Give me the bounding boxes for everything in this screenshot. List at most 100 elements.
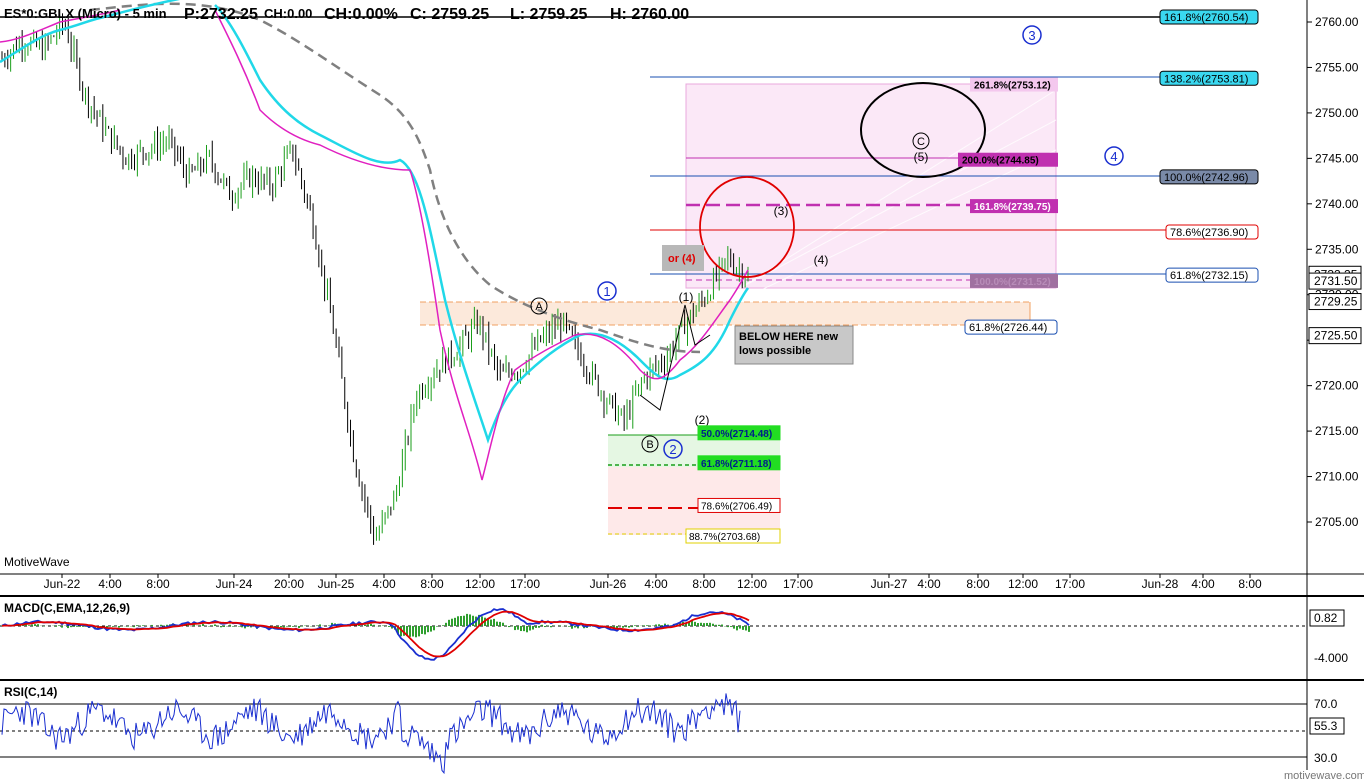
time-tick-label: 12:00 <box>1008 577 1038 591</box>
svg-text:1: 1 <box>603 284 610 299</box>
fib-retracement-label: 50.0%(2714.48) <box>701 429 772 440</box>
fib-projection-box <box>685 83 1057 289</box>
macd-axis-bottom: -4.000 <box>1314 651 1348 665</box>
price-tick-label: 2750.00 <box>1315 106 1359 120</box>
consolidation-zone <box>420 302 1030 325</box>
svg-text:4: 4 <box>1110 149 1117 164</box>
svg-text:C: C <box>917 136 925 148</box>
or-4-callout: or (4) <box>662 245 704 271</box>
price-candles <box>1 13 749 545</box>
target-circle-black <box>860 82 986 178</box>
rsi-panel: RSI(C,14) 70.0 55.3 30.0 <box>0 685 1345 775</box>
wave-2-label: 2 <box>663 439 683 459</box>
macd-axis-top: 0.82 <box>1309 609 1345 627</box>
symbol-title: ES*0:GBLX (Micro) - 5 min <box>4 6 167 21</box>
fib-level-label: 61.8%(2732.15) <box>1170 270 1248 282</box>
wave-4-label: 4 <box>1104 146 1124 166</box>
time-tick-label: 8:00 <box>146 577 170 591</box>
time-tick-label: 4:00 <box>98 577 122 591</box>
fib-labels: 161.8%(2760.54) 138.2%(2753.81) 100.0%(274… <box>685 9 1259 544</box>
fib-retracement-label: 61.8%(2711.18) <box>701 459 772 470</box>
time-tick-label: 4:00 <box>917 577 941 591</box>
price-tick-label: 2740.00 <box>1315 197 1359 211</box>
price-tick-label: 2760.00 <box>1315 15 1359 29</box>
macd-title: MACD(C,EMA,12,26,9) <box>4 601 130 615</box>
macd-signal-line <box>1 610 750 658</box>
price-tick-label: 2735.00 <box>1315 242 1359 256</box>
change-pct-value: CH:0.00% <box>324 6 398 23</box>
subwave-1-label: (1) <box>679 290 694 304</box>
time-tick-label: 20:00 <box>274 577 304 591</box>
time-tick-label: Jun-25 <box>318 577 355 591</box>
price-value: P:2732.25 <box>184 6 258 23</box>
time-tick-label: 4:00 <box>644 577 668 591</box>
low-value: L: 2759.25 <box>510 6 587 23</box>
svg-text:3: 3 <box>1028 28 1035 43</box>
time-tick-label: Jun-24 <box>216 577 253 591</box>
time-axis: Jun-22 4:00 8:00 Jun-24 20:00 Jun-25 4:00 8:00 1… <box>44 574 1262 591</box>
svg-text:lows possible: lows possible <box>739 345 811 357</box>
time-tick-label: 4:00 <box>372 577 396 591</box>
wave-lines <box>639 304 711 411</box>
change-value: CH:0.00 <box>264 6 312 21</box>
price-tick-label: 2705.00 <box>1315 515 1359 529</box>
ema-fast-line <box>0 9 749 481</box>
wave-C-label: C <box>912 132 930 150</box>
wave-A-label: A <box>530 297 548 315</box>
time-tick-label: Jun-22 <box>44 577 81 591</box>
time-tick-label: 8:00 <box>966 577 990 591</box>
footer-watermark: motivewave.com <box>1284 770 1364 782</box>
fib-level-label: 161.8%(2760.54) <box>1164 12 1248 24</box>
svg-text:A: A <box>535 301 543 313</box>
fib-projection-label: 200.0%(2744.85) <box>962 156 1039 167</box>
time-tick-label: 8:00 <box>1238 577 1262 591</box>
price-marker-label: 2729.25 <box>1314 295 1358 309</box>
fib-level-label: 138.2%(2753.81) <box>1164 73 1248 85</box>
rsi-axis-30: 30.0 <box>1314 751 1338 765</box>
rsi-axis-70: 70.0 <box>1314 697 1338 711</box>
time-tick-label: 8:00 <box>692 577 716 591</box>
time-tick-label: 8:00 <box>420 577 444 591</box>
svg-text:BELOW HERE new: BELOW HERE new <box>739 331 838 343</box>
lows-note-callout: BELOW HERE new lows possible <box>734 325 854 365</box>
wave-1-label: 1 <box>597 281 617 301</box>
fib-level-label: 78.6%(2736.90) <box>1170 227 1248 239</box>
price-tick-label: 2715.00 <box>1315 424 1359 438</box>
sma-line <box>89 2 701 354</box>
time-tick-label: 4:00 <box>1191 577 1215 591</box>
wave-B-label: B <box>641 435 659 453</box>
fib-level-label: 100.0%(2742.96) <box>1164 172 1248 184</box>
wave-3-label: 3 <box>1022 25 1042 45</box>
price-tick-label: 2710.00 <box>1315 470 1359 484</box>
time-tick-label: Jun-27 <box>871 577 908 591</box>
subwave-3-label: (3) <box>774 204 789 218</box>
time-tick-label: 12:00 <box>737 577 767 591</box>
fib-projection-label: 161.8%(2739.75) <box>974 202 1051 213</box>
fib-projection-label: 100.0%(2731.52) <box>974 277 1051 288</box>
time-tick-label: 17:00 <box>510 577 540 591</box>
fib-retracement-label: 88.7%(2703.68) <box>689 532 760 543</box>
subwave-5-label: (5) <box>914 150 929 164</box>
price-marker-label: 2725.50 <box>1314 329 1358 343</box>
price-marker-label: 2731.50 <box>1314 274 1358 288</box>
fib-level-label: 61.8%(2726.44) <box>969 322 1047 334</box>
wave-labels: 1 2 3 4 A B C (1) (2) (3) (4) (5) <box>530 25 1124 459</box>
svg-text:or (4): or (4) <box>668 253 696 265</box>
time-tick-label: Jun-26 <box>590 577 627 591</box>
fib-projection-label: 261.8%(2753.12) <box>974 81 1051 92</box>
high-value: H: 2760.00 <box>610 6 689 23</box>
watermark: MotiveWave <box>4 555 70 569</box>
price-tick-label: 2720.00 <box>1315 379 1359 393</box>
svg-text:B: B <box>646 439 653 451</box>
price-tick-label: 2745.00 <box>1315 151 1359 165</box>
target-circle-red <box>699 176 795 278</box>
subwave-2-label: (2) <box>695 413 710 427</box>
svg-text:55.3: 55.3 <box>1314 719 1338 733</box>
ema-slow-line <box>0 0 750 444</box>
time-tick-label: 17:00 <box>783 577 813 591</box>
svg-text:2: 2 <box>669 442 676 457</box>
price-tick-label: 2755.00 <box>1315 60 1359 74</box>
subwave-4-label: (4) <box>814 253 829 267</box>
rsi-title: RSI(C,14) <box>4 685 57 699</box>
